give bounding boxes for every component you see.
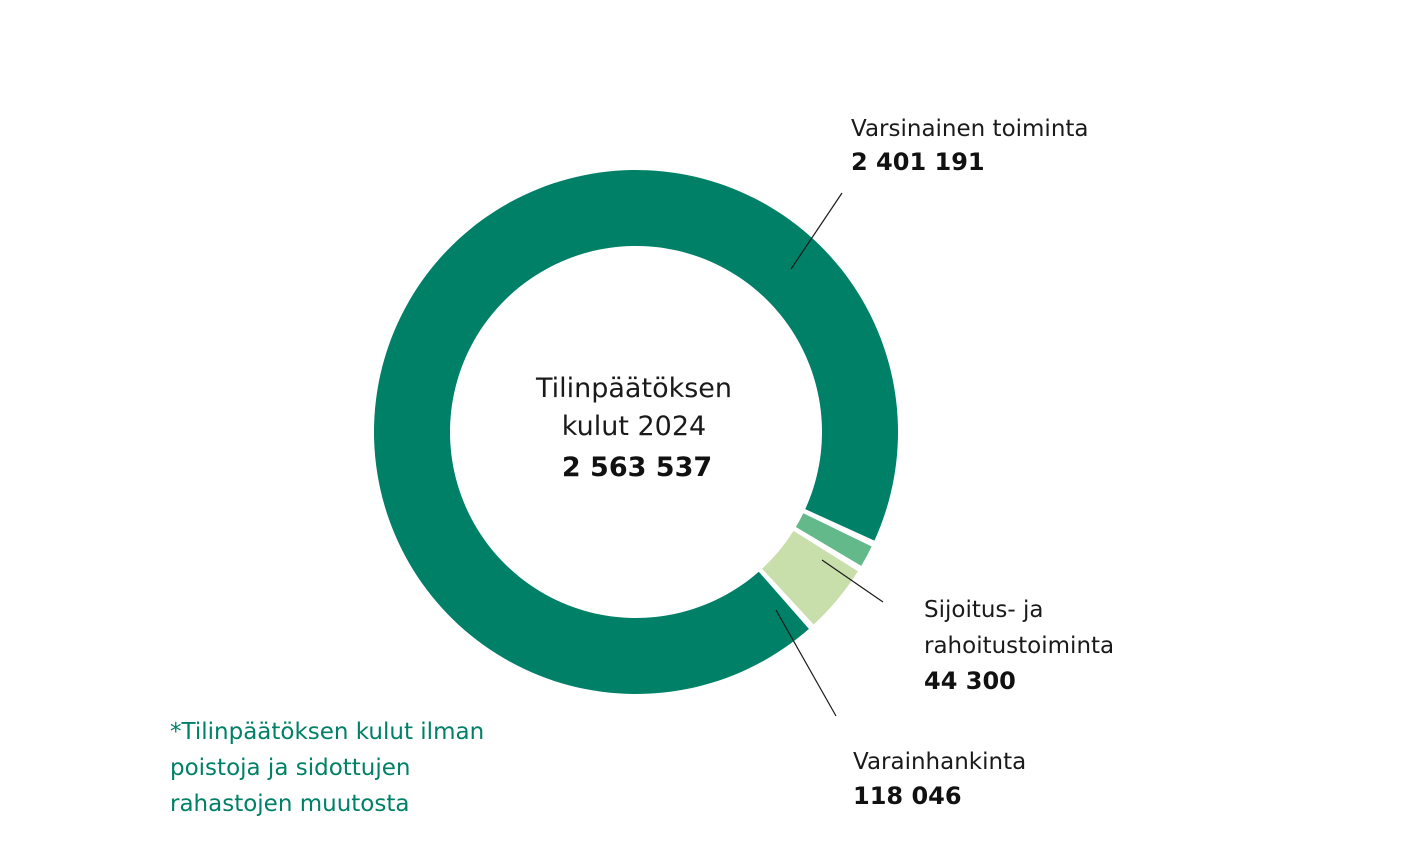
donut-slices: [374, 170, 898, 694]
footnote-line-2: poistoja ja sidottujen: [170, 755, 411, 781]
footnote: *Tilinpäätöksen kulut ilman poistoja ja …: [170, 719, 484, 817]
slice-label-name-line-2: rahoitustoiminta: [924, 633, 1114, 659]
leader-lines: [775, 192, 884, 717]
donut-slice-varainhankinta: [762, 530, 858, 625]
label-varsinainen-toiminta: Varsinainen toiminta 2 401 191: [851, 116, 1089, 176]
slice-label-value: 44 300: [924, 667, 1016, 695]
slice-label-name-line-1: Sijoitus- ja: [924, 597, 1044, 623]
center-total: 2 563 537: [562, 452, 712, 483]
label-varainhankinta: Varainhankinta 118 046: [853, 749, 1026, 810]
label-sijoitus-ja-rahoitustoiminta: Sijoitus- ja rahoitustoiminta 44 300: [924, 597, 1114, 695]
donut-slice-sijoitus-ja-rahoitustoiminta: [795, 513, 872, 566]
leader-line-0: [790, 192, 843, 270]
slice-label-name: Varainhankinta: [853, 749, 1026, 775]
footnote-line-1: *Tilinpäätöksen kulut ilman: [170, 719, 484, 745]
slice-label-value: 118 046: [853, 782, 962, 810]
footnote-line-3: rahastojen muutosta: [170, 791, 409, 817]
leader-line-1: [821, 559, 884, 603]
center-label: Tilinpäätöksen kulut 2024 2 563 537: [535, 373, 732, 483]
slice-label-value: 2 401 191: [851, 148, 985, 176]
leader-line-2: [775, 609, 837, 717]
center-title-line-1: Tilinpäätöksen: [535, 373, 732, 404]
slice-label-name: Varsinainen toiminta: [851, 116, 1089, 142]
center-title-line-2: kulut 2024: [562, 411, 706, 442]
